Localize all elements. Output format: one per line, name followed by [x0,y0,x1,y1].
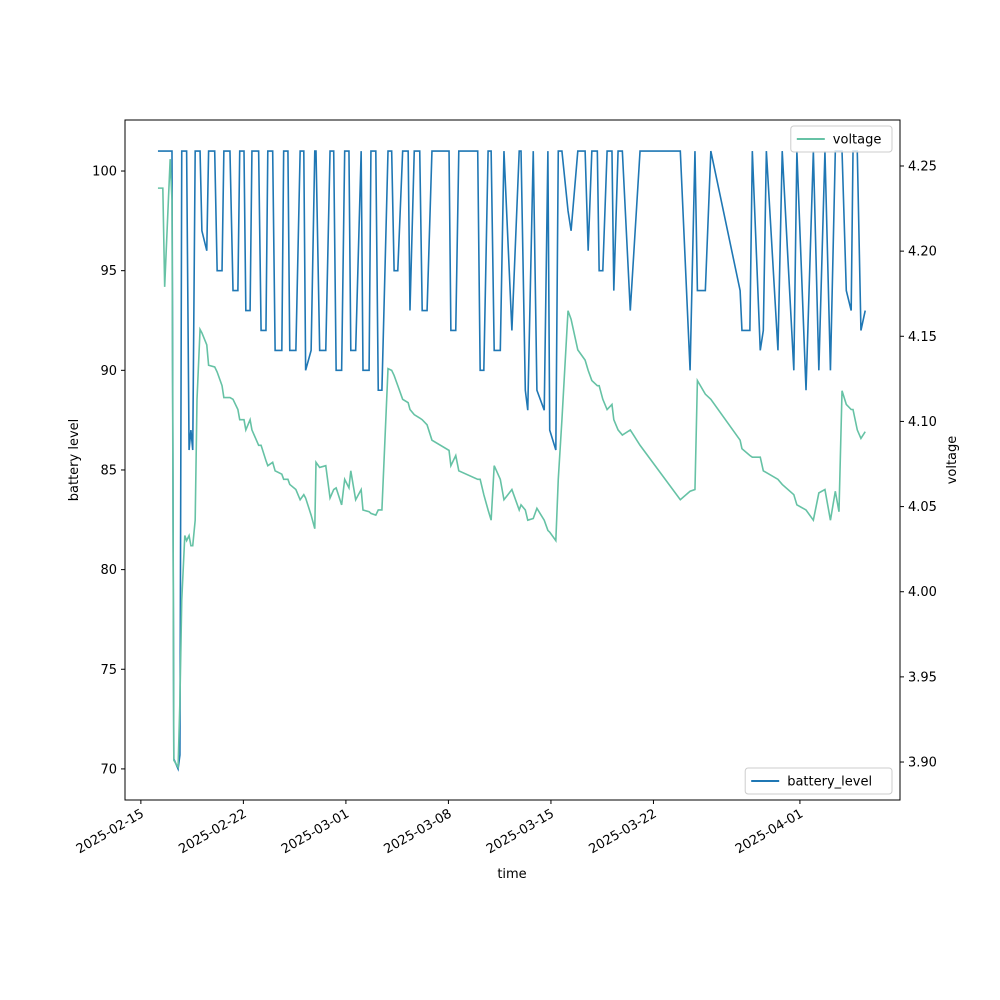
y2-tick-label: 3.95 [908,670,937,685]
y2-tick-label: 4.00 [908,585,937,600]
y2-tick-label: 4.25 [908,159,937,174]
plot-frame [124,119,901,801]
x-tick-label: 2025-03-08 [381,806,454,857]
x-tick-label: 2025-02-22 [176,806,249,857]
x-tick-label: 2025-03-22 [587,806,660,857]
y2-tick-label: 4.05 [908,500,937,515]
x-tick-label: 2025-02-15 [74,806,147,857]
x-tick-label: 2025-03-15 [484,806,557,857]
y-tick-label: 70 [100,762,117,777]
y-tick-label: 100 [92,165,117,180]
legend: battery_level [744,767,893,795]
legend-label: battery_level [787,775,872,790]
series-line [157,150,867,772]
y-axis-label: battery level [67,419,82,502]
y-tick-label: 85 [100,463,117,478]
y2-tick-label: 4.10 [908,415,937,430]
y2-tick-label: 3.90 [908,756,937,771]
y2-tick-label: 4.20 [908,245,937,260]
x-tick-label: 2025-03-01 [279,806,352,857]
legend-label: voltage [833,133,882,148]
series-line [157,159,866,770]
y-tick-label: 75 [100,663,117,678]
x-axis-label: time [497,867,526,882]
legend-box [790,125,893,153]
y2-axis-label: voltage [945,436,960,485]
y2-tick-label: 4.15 [908,330,937,345]
y-tick-label: 95 [100,264,117,279]
y-tick-label: 90 [100,364,117,379]
x-tick-label: 2025-04-01 [733,806,806,857]
legend-box [744,767,893,795]
legend: voltage [790,125,893,153]
y-tick-label: 80 [100,563,117,578]
